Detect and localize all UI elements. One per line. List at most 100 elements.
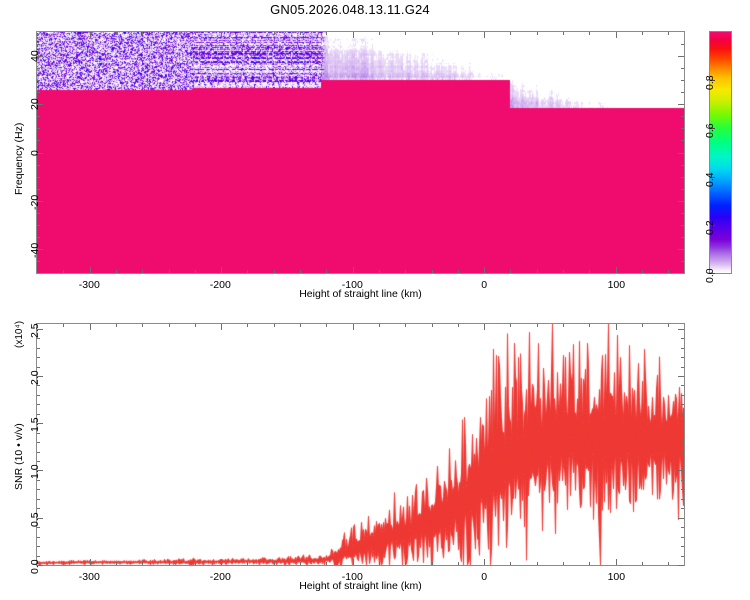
tick-mark	[353, 32, 354, 35]
tick-mark	[681, 480, 684, 481]
spectrogram-panel	[36, 31, 685, 274]
colorbar-tick	[710, 177, 715, 178]
tick-mark	[432, 324, 433, 327]
tick-mark	[432, 270, 433, 273]
figure-title: GN05.2026.048.13.11.G24	[270, 2, 430, 17]
tick-mark	[37, 565, 43, 566]
tick-mark	[681, 165, 684, 166]
tick-mark	[37, 461, 40, 462]
tick-mark	[37, 44, 40, 45]
tick-mark	[563, 562, 564, 565]
tick-mark	[37, 56, 40, 57]
tick-mark	[537, 562, 538, 565]
tick-mark	[510, 32, 511, 35]
tick-mark	[37, 338, 40, 339]
snr-x-axis-label: Height of straight line (km)	[299, 580, 422, 592]
tick-label: -300	[78, 279, 100, 291]
tick-mark	[589, 270, 590, 273]
tick-mark	[90, 32, 91, 38]
tick-mark	[379, 324, 380, 327]
tick-mark	[642, 32, 643, 35]
tick-mark	[678, 565, 684, 566]
tick-mark	[142, 324, 143, 327]
tick-mark	[616, 324, 617, 327]
tick-mark	[37, 201, 40, 202]
tick-mark	[484, 324, 485, 330]
tick-mark	[681, 537, 684, 538]
tick-mark	[326, 32, 327, 35]
tick-mark	[142, 32, 143, 35]
tick-mark	[37, 153, 40, 154]
snr-y-axis-label: SNR (10 • v/v)	[13, 423, 25, 490]
tick-mark	[353, 324, 354, 327]
tick-mark	[116, 32, 117, 35]
tick-mark	[681, 189, 684, 190]
tick-mark	[616, 32, 617, 38]
tick-mark	[458, 324, 459, 327]
tick-mark	[37, 423, 43, 424]
tick-mark	[300, 324, 301, 327]
tick-mark	[37, 546, 40, 547]
tick-mark	[37, 116, 40, 117]
tick-mark	[563, 32, 564, 35]
tick-mark	[90, 562, 91, 565]
tick-mark	[37, 452, 40, 453]
tick-mark	[589, 324, 590, 327]
tick-mark	[274, 32, 275, 35]
tick-mark	[37, 140, 40, 141]
tick-mark	[37, 249, 40, 250]
tick-label: 100	[607, 279, 626, 291]
tick-mark	[142, 562, 143, 565]
tick-mark	[458, 562, 459, 565]
tick-mark	[247, 562, 248, 565]
tick-mark	[681, 442, 684, 443]
tick-mark	[37, 395, 40, 396]
tick-label: 1.0	[29, 464, 41, 480]
tick-mark	[681, 508, 684, 509]
colorbar-tick	[710, 225, 715, 226]
tick-mark	[681, 116, 684, 117]
tick-mark	[300, 270, 301, 273]
tick-label: 0.5	[29, 512, 41, 528]
tick-mark	[405, 32, 406, 35]
tick-label: 2.0	[29, 370, 41, 386]
snr-trace	[37, 324, 684, 565]
tick-label: -200	[209, 279, 231, 291]
tick-label: 2.5	[29, 323, 41, 339]
tick-mark	[563, 270, 564, 273]
tick-mark	[90, 32, 91, 35]
tick-mark	[379, 270, 380, 273]
tick-mark	[681, 201, 684, 202]
colorbar-tick-label: 0.8	[704, 74, 716, 90]
tick-mark	[616, 562, 617, 565]
tick-mark	[247, 270, 248, 273]
tick-mark	[221, 324, 222, 330]
tick-mark	[642, 562, 643, 565]
tick-mark	[195, 270, 196, 273]
tick-label: -200	[209, 571, 231, 583]
tick-mark	[37, 480, 40, 481]
tick-label: -100	[341, 279, 363, 291]
tick-mark	[353, 32, 354, 38]
tick-mark	[169, 270, 170, 273]
tick-mark	[537, 324, 538, 327]
tick-mark	[221, 562, 222, 565]
tick-mark	[37, 237, 40, 238]
tick-mark	[37, 249, 43, 250]
tick-mark	[681, 546, 684, 547]
colorbar-tick-label: 0.2	[704, 219, 716, 235]
tick-mark	[37, 414, 40, 415]
tick-mark	[681, 395, 684, 396]
tick-mark	[37, 433, 40, 434]
tick-mark	[221, 324, 222, 327]
tick-mark	[142, 270, 143, 273]
tick-mark	[37, 489, 40, 490]
tick-mark	[116, 562, 117, 565]
tick-mark	[681, 470, 684, 471]
tick-mark	[63, 270, 64, 273]
tick-mark	[37, 348, 40, 349]
tick-mark	[681, 249, 684, 250]
tick-label: -300	[78, 571, 100, 583]
tick-mark	[681, 44, 684, 45]
